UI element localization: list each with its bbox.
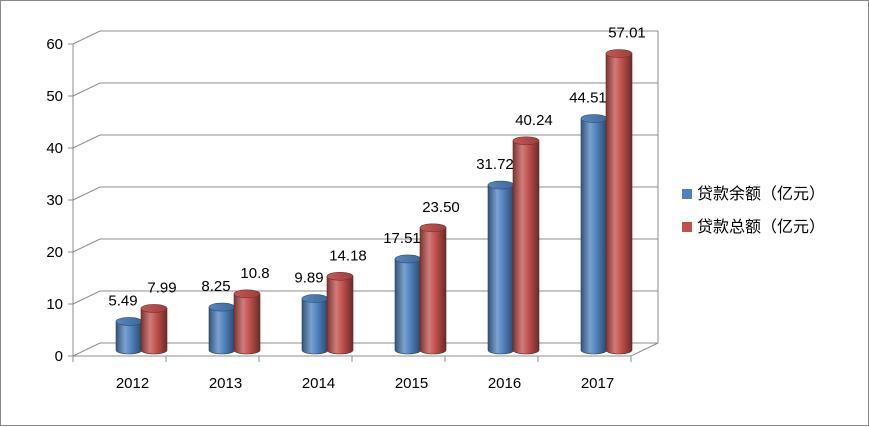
- gridline: [72, 186, 658, 201]
- data-label: 9.89: [294, 270, 323, 287]
- bar-body: [115, 321, 143, 355]
- bar-top: [512, 136, 540, 146]
- data-label: 7.99: [147, 279, 176, 296]
- x-tick-label: 2014: [302, 375, 335, 392]
- bar-top: [419, 223, 447, 233]
- bar-total-2016: [512, 136, 540, 355]
- bar-balance-2016: [487, 180, 515, 355]
- legend-label: 贷款总额（亿元）: [697, 217, 825, 236]
- bar-total-2014: [326, 271, 354, 355]
- legend-item: 贷款总额（亿元）: [682, 217, 825, 236]
- bar-top: [326, 271, 354, 281]
- data-label: 5.49: [108, 292, 137, 309]
- y-axis: 0 10 20 30 40 50 60: [46, 36, 73, 365]
- legend: 贷款余额（亿元） 贷款总额（亿元）: [682, 184, 825, 236]
- gridline: [72, 82, 658, 97]
- data-label: 14.18: [329, 247, 367, 264]
- bar-body: [394, 258, 422, 355]
- bar-total-2015: [419, 223, 447, 355]
- y-tick-label: 20: [46, 244, 63, 261]
- y-tick-label: 0: [55, 348, 63, 365]
- data-label: 8.25: [201, 278, 230, 295]
- bar-total-2017: [605, 49, 633, 355]
- gridline: [72, 30, 658, 45]
- legend-item: 贷款余额（亿元）: [682, 184, 825, 203]
- y-tick-label: 30: [46, 192, 63, 209]
- legend-swatch: [682, 222, 692, 232]
- data-label: 31.72: [476, 156, 514, 173]
- x-tick-label: 2015: [395, 375, 428, 392]
- bar-top: [115, 317, 143, 326]
- x-tick-label: 2012: [116, 375, 149, 392]
- data-label: 17.51: [383, 230, 421, 247]
- bar-body: [419, 227, 447, 355]
- bar-balance-2017: [580, 114, 608, 355]
- bar-top: [580, 114, 608, 123]
- bar-top: [487, 180, 515, 190]
- gridlines: [72, 30, 658, 305]
- bar-top: [394, 254, 422, 264]
- legend-label: 贷款余额（亿元）: [697, 184, 825, 203]
- bar-total-2013: [233, 289, 261, 355]
- bar-body: [487, 184, 515, 355]
- bar-top: [208, 302, 236, 312]
- y-tick-label: 10: [46, 296, 63, 313]
- x-tick-label: 2016: [488, 375, 521, 392]
- gridline: [72, 290, 658, 305]
- data-label: 44.51: [569, 90, 607, 107]
- x-tick-label: 2017: [581, 375, 614, 392]
- bar-body: [233, 293, 261, 355]
- bar-balance-2014: [301, 294, 329, 355]
- bar-total-2012: [140, 304, 168, 355]
- y-tick-label: 50: [46, 88, 63, 105]
- data-label: 10.8: [240, 265, 269, 282]
- bar-body: [301, 298, 329, 355]
- gridline: [72, 238, 658, 253]
- bar-top: [605, 49, 633, 58]
- bar-body: [140, 308, 168, 355]
- bar-top: [301, 294, 329, 303]
- bar-balance-2013: [208, 302, 236, 355]
- bar-top: [140, 304, 168, 313]
- data-label: 23.50: [422, 199, 460, 216]
- x-axis: 2012 2013 2014 2015 2016 2017: [72, 355, 632, 392]
- gridline: [72, 134, 658, 149]
- legend-swatch: [682, 189, 692, 199]
- data-label: 57.01: [608, 25, 646, 42]
- bar-balance-2015: [394, 254, 422, 355]
- bar-body: [208, 306, 236, 355]
- bar-body: [605, 53, 633, 355]
- bar-top: [233, 289, 261, 299]
- bars: [115, 49, 633, 355]
- x-tick-label: 2013: [209, 375, 242, 392]
- bar-body: [580, 118, 608, 355]
- bar-body: [326, 275, 354, 355]
- bar-body: [512, 140, 540, 355]
- y-tick-label: 60: [46, 36, 63, 53]
- bar-balance-2012: [115, 317, 143, 355]
- y-tick-label: 40: [46, 140, 63, 157]
- data-label: 40.24: [515, 112, 553, 129]
